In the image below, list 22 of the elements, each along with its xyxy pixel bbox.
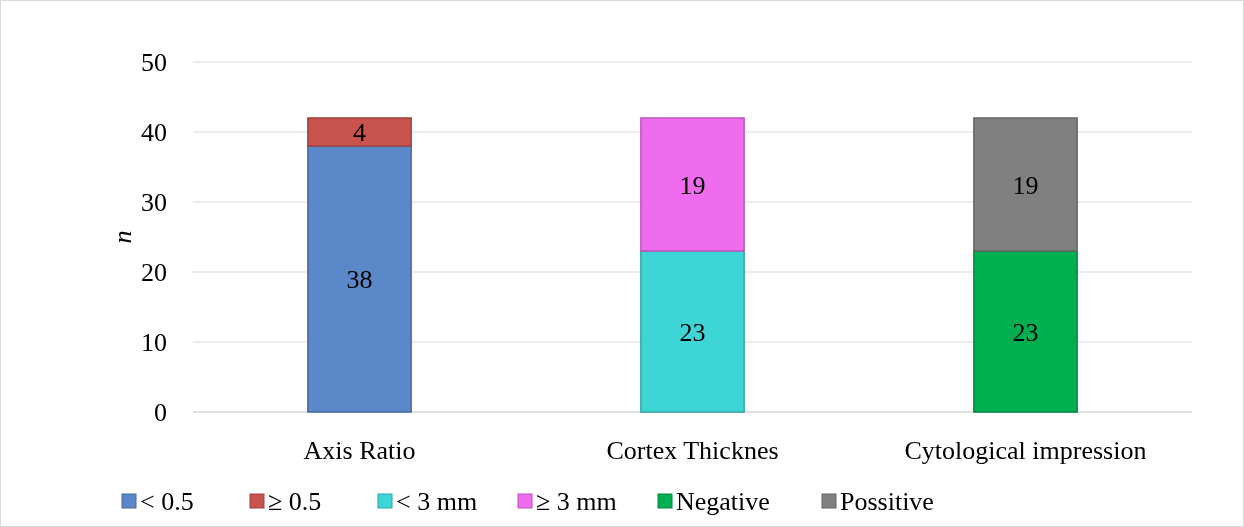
legend-label: Negative — [676, 487, 770, 517]
data-label: 4 — [353, 118, 366, 148]
y-axis-title: n — [108, 230, 138, 244]
x-tick-label: Axis Ratio — [303, 436, 416, 466]
data-label: 23 — [1012, 317, 1039, 347]
y-tick-label: 50 — [141, 48, 167, 78]
data-label: 19 — [1012, 170, 1039, 200]
legend-label: ≥ 3 mm — [536, 487, 617, 517]
data-label: 23 — [679, 317, 706, 347]
y-tick-label: 40 — [141, 118, 167, 148]
legend-label: < 3 mm — [396, 487, 478, 517]
y-tick-label: 30 — [141, 188, 167, 218]
data-label: 38 — [346, 265, 373, 295]
legend-label: ≥ 0.5 — [268, 487, 322, 517]
y-tick-label: 0 — [154, 398, 167, 428]
legend-label: < 0.5 — [140, 487, 194, 517]
data-label: 19 — [679, 170, 706, 200]
x-tick-label: Cytological impression — [904, 436, 1147, 466]
y-tick-label: 10 — [141, 328, 167, 358]
x-tick-label: Cortex Thicknes — [606, 436, 779, 466]
y-tick-label: 20 — [141, 258, 167, 288]
legend-label: Possitive — [840, 487, 934, 517]
